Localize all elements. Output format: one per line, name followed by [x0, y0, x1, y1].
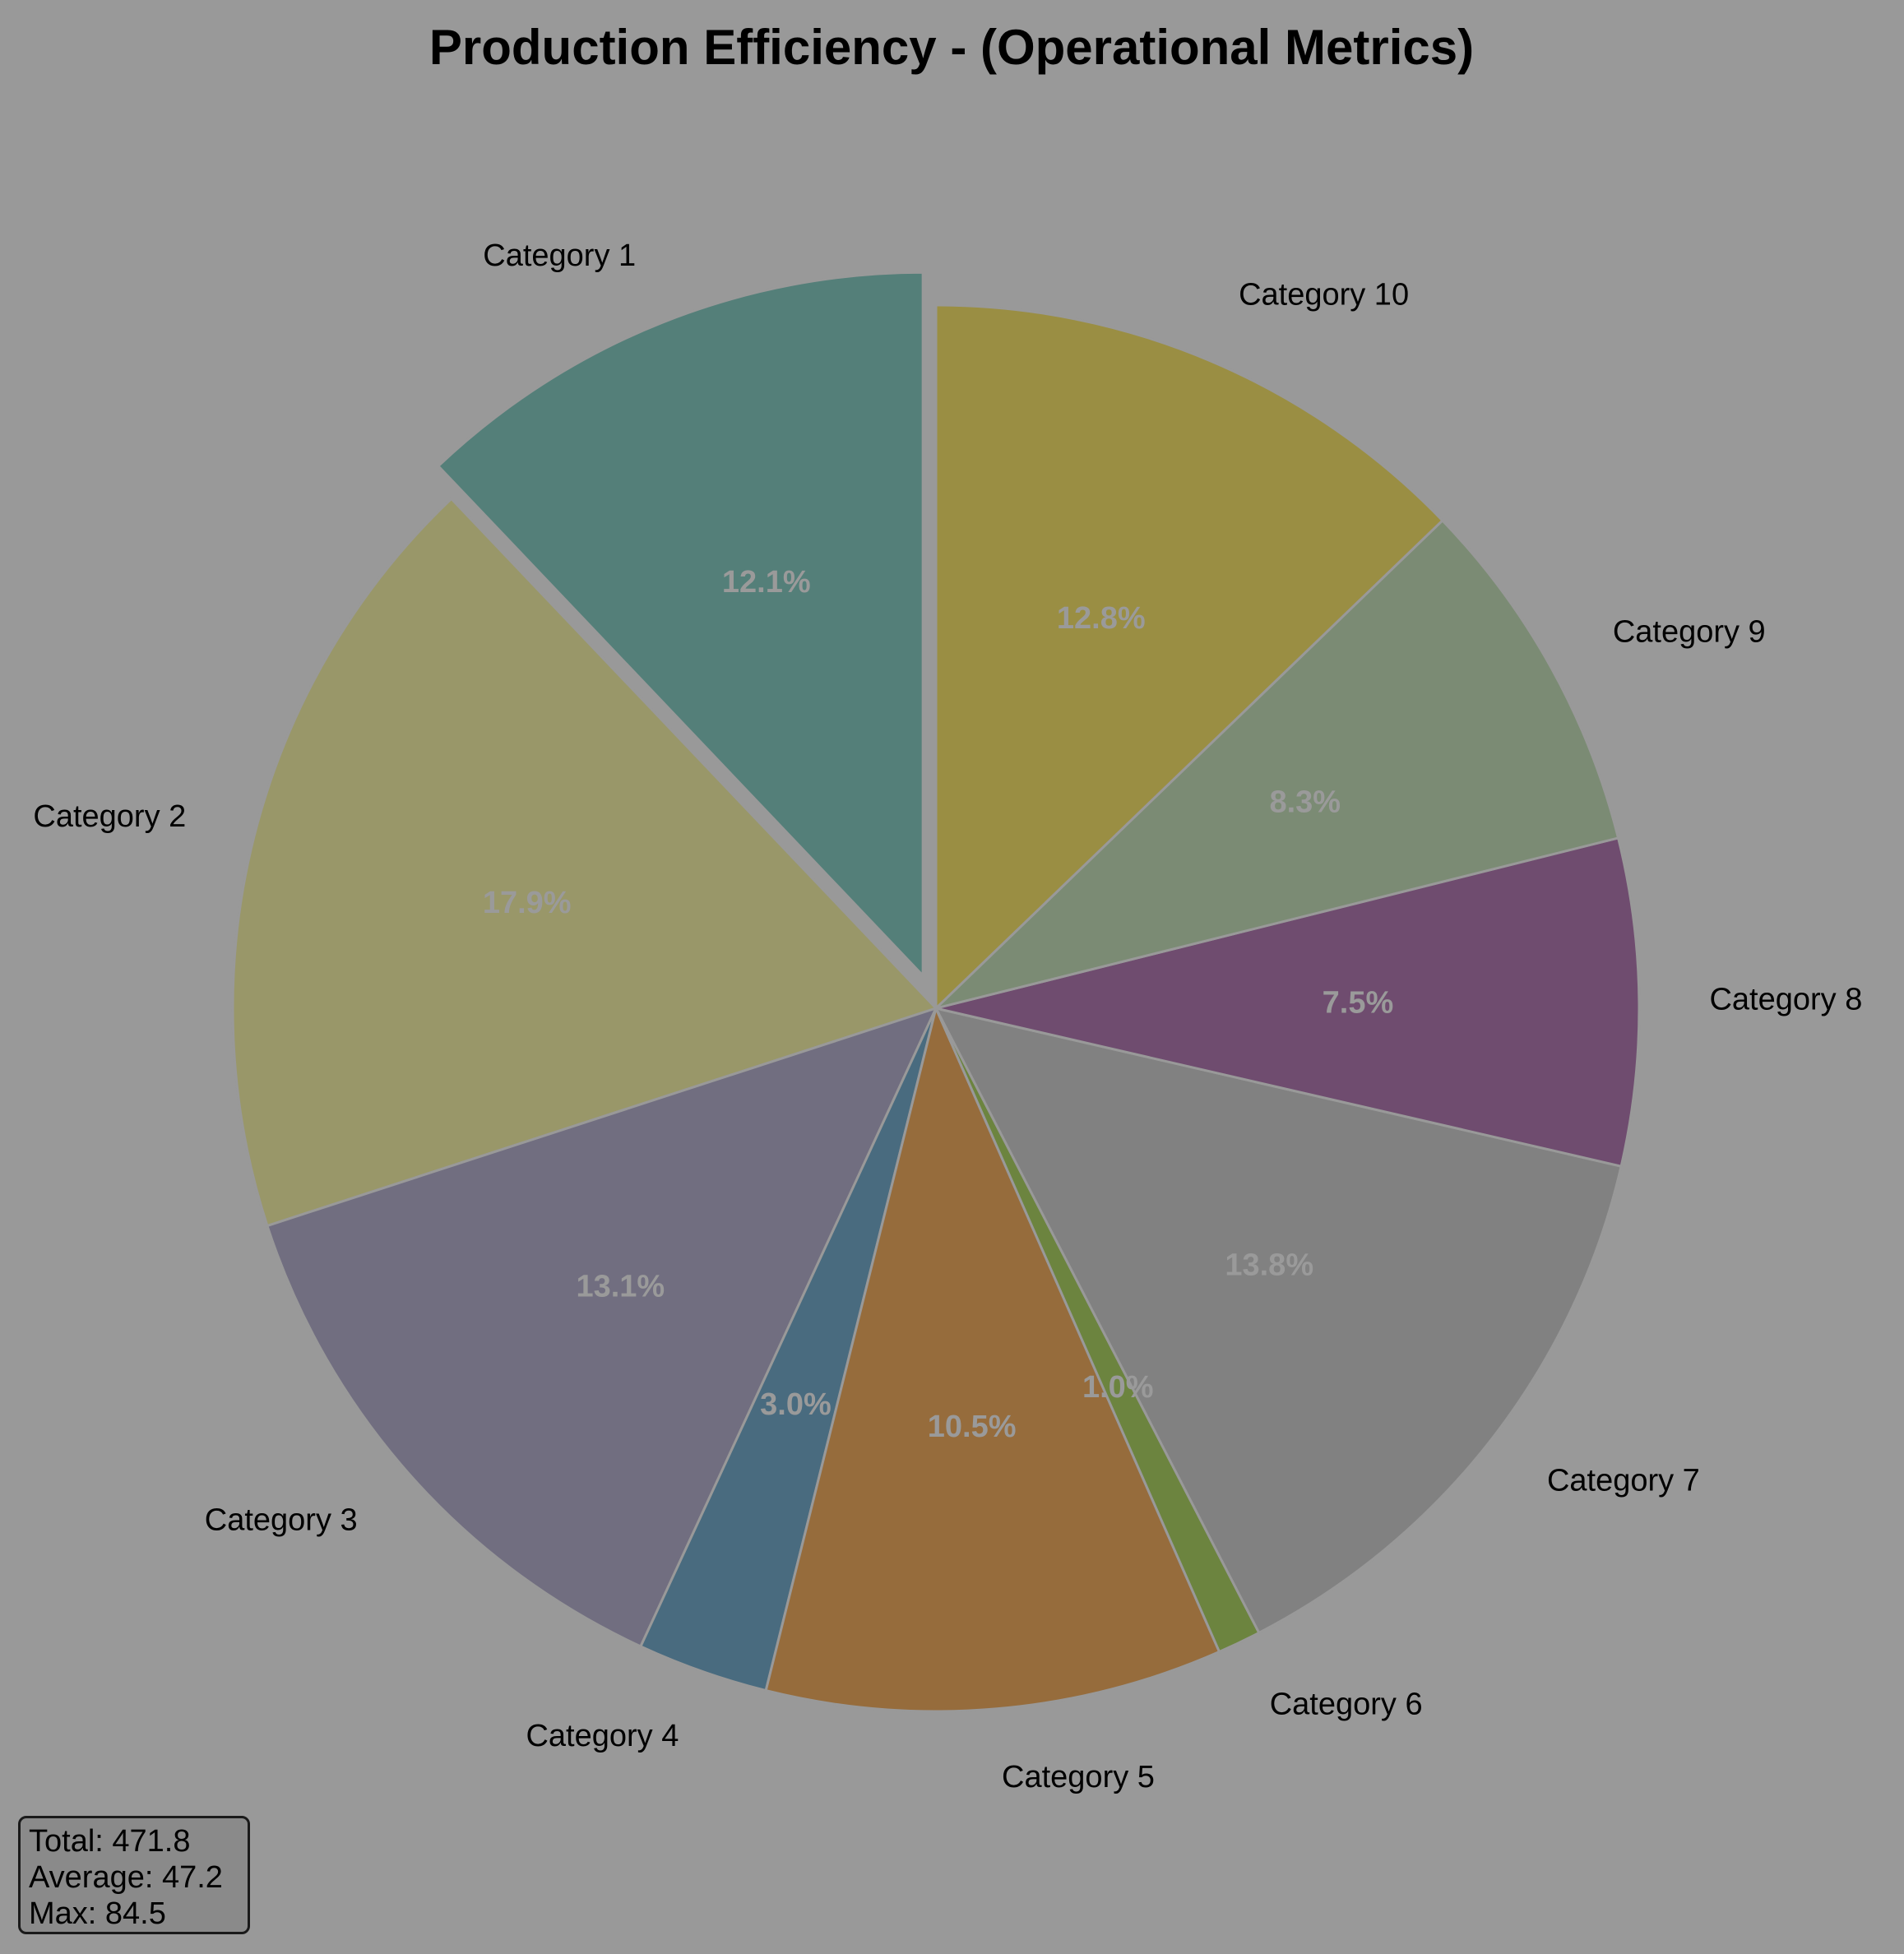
pie-slice-5 [764, 1004, 1221, 1713]
percent-labels: 12.1% 17.9% 13.1% 3.0% 10.5% 1.0% 13.8% 7.5% 8.3… [483, 565, 1393, 1444]
category-label-10: Category 10 [1239, 278, 1409, 313]
percent-label-1: 12.1% [722, 565, 811, 600]
percent-label-4: 3.0% [760, 1387, 832, 1422]
category-label-9: Category 9 [1613, 614, 1766, 649]
category-label-4: Category 4 [526, 1719, 679, 1753]
pie-slice-9 [931, 518, 1620, 1011]
stats-average: Average: 47.2 [29, 1860, 223, 1895]
pie-slice-7 [933, 1006, 1623, 1635]
percent-label-2: 17.9% [483, 886, 572, 920]
category-label-7: Category 7 [1547, 1464, 1700, 1498]
chart-title: Production Efficiency - (Operational Met… [429, 20, 1474, 75]
percent-label-7: 13.8% [1225, 1248, 1313, 1283]
pie-slice-8 [935, 836, 1641, 1168]
category-labels: Category 1 Category 2 Category 3 Category 4… [33, 238, 1862, 1794]
category-label-6: Category 6 [1270, 1688, 1423, 1722]
stats-max: Max: 84.5 [29, 1896, 166, 1931]
percent-label-10: 12.8% [1057, 601, 1146, 636]
percent-label-5: 10.5% [928, 1410, 1017, 1444]
category-label-1: Category 1 [483, 238, 636, 273]
pie-slice-1 [436, 271, 924, 979]
pie-slices [231, 271, 1641, 1713]
percent-label-6: 1.0% [1082, 1370, 1154, 1405]
stats-box: Total: 471.8 Average: 47.2 Max: 84.5 [18, 1816, 250, 1934]
percent-label-9: 8.3% [1269, 785, 1341, 820]
pie-slice-2 [231, 497, 938, 1228]
category-label-2: Category 2 [33, 799, 186, 834]
stats-total: Total: 471.8 [29, 1824, 191, 1859]
category-label-5: Category 5 [1002, 1760, 1155, 1794]
pie-slice-3 [266, 1006, 938, 1648]
percent-label-3: 13.1% [576, 1270, 665, 1304]
category-label-8: Category 8 [1709, 983, 1862, 1017]
percent-label-8: 7.5% [1323, 985, 1394, 1020]
pie-slice-10 [934, 303, 1444, 1012]
category-label-3: Category 3 [205, 1503, 358, 1537]
